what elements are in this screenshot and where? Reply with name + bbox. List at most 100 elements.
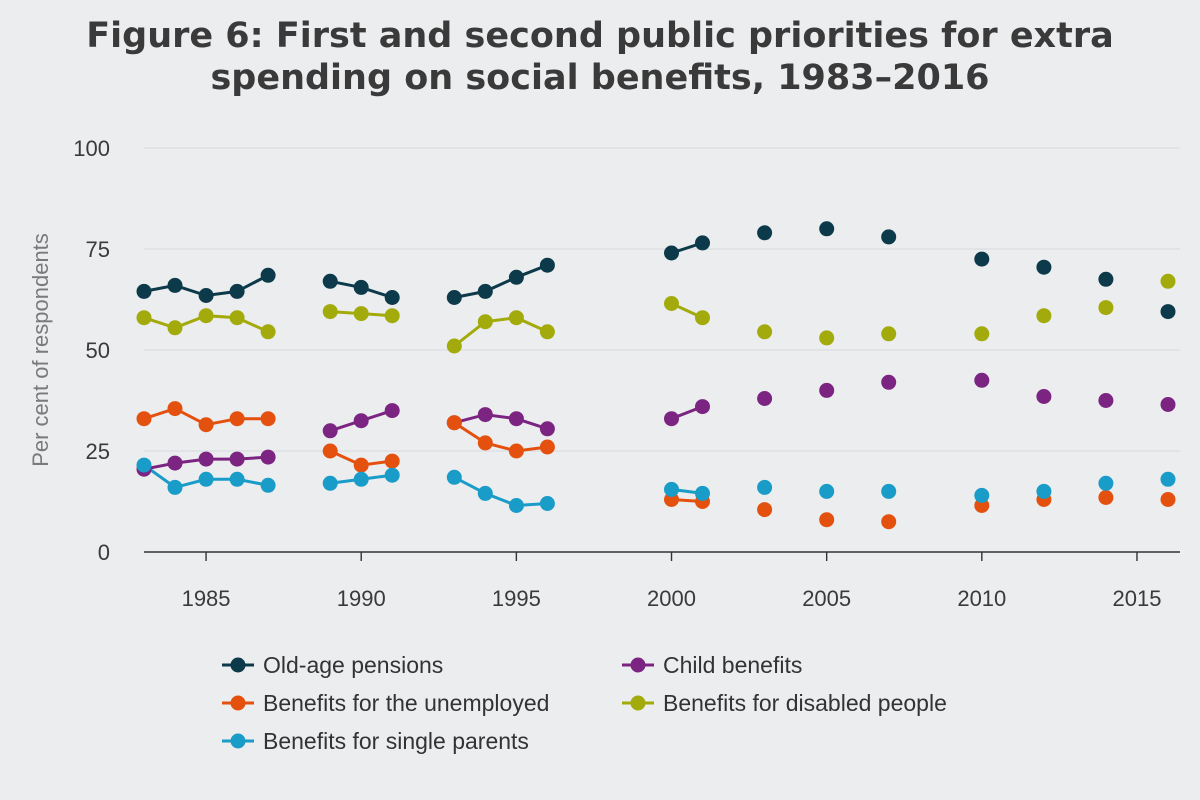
data-point xyxy=(477,485,493,501)
data-point xyxy=(757,502,773,518)
series-line xyxy=(453,475,548,508)
chart-title: Figure 6: First and second public priori… xyxy=(86,16,1114,98)
data-point xyxy=(1098,490,1114,505)
data-point xyxy=(1160,471,1176,487)
data-point xyxy=(198,417,214,433)
data-point xyxy=(1098,271,1114,287)
data-point xyxy=(819,483,835,499)
data-point xyxy=(1036,389,1052,404)
x-tick-label: 2000 xyxy=(647,586,696,611)
data-point xyxy=(664,296,679,311)
legend-label: Benefits for the unemployed xyxy=(263,690,549,716)
x-tick-label: 2005 xyxy=(802,586,851,611)
x-axis: 1985 1990 1995 2000 2005 2010 2015 xyxy=(144,551,1180,611)
data-point xyxy=(881,374,897,390)
legend-label: Old-age pensions xyxy=(263,652,443,678)
data-point xyxy=(757,479,773,495)
data-point xyxy=(198,451,214,467)
data-point xyxy=(322,443,338,459)
y-axis: 0 25 50 75 100 xyxy=(73,136,110,565)
data-point xyxy=(695,399,710,415)
data-point xyxy=(229,451,245,467)
data-point xyxy=(539,257,555,273)
legend-item: Old-age pensions xyxy=(222,652,443,678)
legend-item: Benefits for single parents xyxy=(222,728,529,754)
x-tick-label: 2015 xyxy=(1112,586,1161,611)
data-point xyxy=(353,471,369,487)
data-point xyxy=(881,229,897,245)
data-point xyxy=(819,330,835,346)
data-point xyxy=(1036,483,1052,499)
data-point xyxy=(974,372,990,388)
data-point xyxy=(136,457,152,473)
data-point xyxy=(136,283,152,299)
data-point xyxy=(695,485,710,501)
data-point xyxy=(477,435,493,451)
data-point xyxy=(446,469,462,485)
data-point xyxy=(757,391,773,406)
data-point xyxy=(881,514,897,530)
data-point xyxy=(1098,300,1114,316)
data-point xyxy=(322,273,338,289)
legend-marker xyxy=(630,657,646,673)
data-point xyxy=(974,487,990,503)
data-point xyxy=(322,304,338,320)
data-point xyxy=(384,290,400,305)
data-point xyxy=(446,338,462,354)
data-point xyxy=(136,411,152,427)
data-point xyxy=(1160,304,1176,320)
y-tick-label: 100 xyxy=(73,136,110,161)
data-point xyxy=(353,457,369,473)
legend-item: Child benefits xyxy=(622,652,802,678)
data-point xyxy=(229,310,245,326)
y-tick-label: 75 xyxy=(86,237,110,262)
data-point xyxy=(508,411,524,427)
chart-title-line-1: Figure 6: First and second public priori… xyxy=(86,16,1114,56)
data-point xyxy=(229,411,245,427)
data-point xyxy=(1036,308,1052,324)
legend-item: Benefits for disabled people xyxy=(622,690,947,716)
data-point xyxy=(1160,273,1176,289)
data-point xyxy=(384,453,400,469)
legend: Old-age pensions Child benefits Benefits f… xyxy=(222,652,947,754)
data-point xyxy=(446,290,462,305)
legend-marker xyxy=(230,733,246,749)
data-point xyxy=(539,439,555,455)
data-point xyxy=(167,320,183,336)
legend-marker xyxy=(230,695,246,711)
data-point xyxy=(1160,492,1176,507)
data-point xyxy=(260,411,276,427)
data-point xyxy=(664,411,679,427)
data-point xyxy=(353,413,369,429)
data-point xyxy=(322,475,338,491)
data-point xyxy=(695,235,710,251)
data-point xyxy=(539,421,555,437)
legend-marker xyxy=(230,657,246,673)
series-line xyxy=(453,413,548,431)
data-point xyxy=(384,467,400,483)
data-point xyxy=(757,324,773,340)
data-point xyxy=(881,326,897,342)
data-point xyxy=(198,308,214,324)
series-lines xyxy=(143,241,704,508)
data-point xyxy=(384,403,400,419)
chart-title-line-2: spending on social benefits, 1983–2016 xyxy=(210,58,989,98)
data-point xyxy=(198,471,214,487)
data-point xyxy=(260,449,276,465)
data-point xyxy=(508,269,524,285)
legend-item: Benefits for the unemployed xyxy=(222,690,549,716)
data-point xyxy=(353,306,369,322)
data-point xyxy=(384,308,400,324)
data-point xyxy=(260,324,276,340)
data-point xyxy=(819,221,835,237)
data-point xyxy=(664,481,679,497)
data-point xyxy=(695,310,710,326)
series-line xyxy=(453,316,549,348)
data-point xyxy=(198,288,214,303)
series-line xyxy=(453,421,548,453)
y-tick-label: 25 xyxy=(86,439,110,464)
y-axis-label: Per cent of respondents xyxy=(28,233,53,467)
data-point xyxy=(167,455,183,471)
data-point xyxy=(819,382,835,398)
